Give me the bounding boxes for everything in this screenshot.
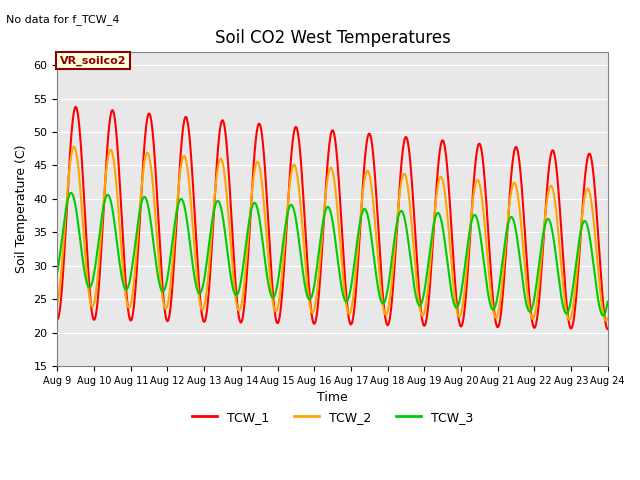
Text: No data for f_TCW_4: No data for f_TCW_4 [6,14,120,25]
TCW_3 [238,273,246,279]
Title: Soil CO2 West Temperatures: Soil CO2 West Temperatures [214,29,451,48]
TCW_3 [67,190,75,196]
TCW_1 [539,248,547,254]
TCW_2 [238,300,246,306]
TCW_2 [54,300,61,305]
TCW_2 [177,169,184,175]
X-axis label: Time: Time [317,391,348,404]
Y-axis label: Soil Temperature (C): Soil Temperature (C) [15,144,28,273]
TCW_2 [604,315,612,321]
TCW_2 [163,305,171,311]
TCW_3 [490,306,498,312]
TCW_2 [419,313,426,319]
TCW_1 [419,317,426,323]
TCW_2 [70,144,77,150]
Text: VR_soilco2: VR_soilco2 [60,56,126,66]
TCW_1 [238,318,246,324]
TCW_1 [490,308,498,314]
TCW_1 [604,326,612,332]
TCW_3 [419,298,426,304]
Legend: TCW_1, TCW_2, TCW_3: TCW_1, TCW_2, TCW_3 [187,406,479,429]
TCW_2 [490,312,498,317]
TCW_3 [604,299,612,304]
TCW_2 [602,318,610,324]
TCW_1 [72,104,79,110]
TCW_3 [177,197,184,203]
TCW_3 [163,278,171,284]
TCW_2 [539,239,547,244]
TCW_3 [54,269,61,275]
TCW_1 [177,158,184,164]
TCW_3 [539,234,547,240]
TCW_1 [54,316,61,322]
TCW_1 [163,318,171,324]
Line: TCW_2: TCW_2 [58,147,608,321]
TCW_3 [599,312,607,318]
Line: TCW_1: TCW_1 [58,107,608,329]
Line: TCW_3: TCW_3 [58,193,608,315]
